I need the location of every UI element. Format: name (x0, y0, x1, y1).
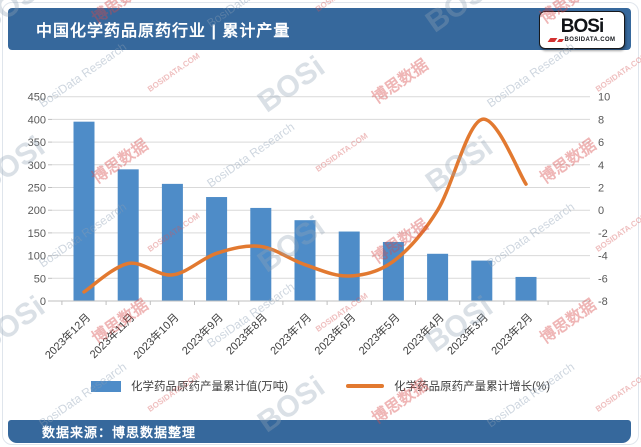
category-label: 2023年12月 (42, 310, 93, 361)
category-labels: 2023年12月2023年11月2023年10月2023年9月2023年8月20… (42, 310, 535, 361)
legend-bar-swatch (90, 380, 121, 392)
svg-text:-8: -8 (598, 296, 608, 308)
legend-line-label: 化学药品原药产量累计增长(%) (394, 381, 551, 393)
svg-text:0: 0 (598, 205, 604, 217)
svg-text:150: 150 (28, 228, 46, 240)
svg-text:300: 300 (28, 160, 46, 172)
svg-text:4: 4 (598, 160, 604, 172)
footer-bar: 数据来源：博思数据整理 (8, 420, 631, 443)
category-label: 2023年8月 (223, 310, 270, 357)
bar (515, 276, 537, 301)
category-label: 2023年5月 (355, 310, 402, 357)
svg-text:100: 100 (28, 251, 46, 263)
header-bar: 中国化学药品原药行业 | 累计产量 BOSi BOSIDATA.COM (8, 8, 631, 50)
category-label: 2023年4月 (400, 310, 447, 357)
svg-text:6: 6 (598, 137, 604, 149)
svg-text:350: 350 (28, 137, 46, 149)
bosi-logo-domain: BOSIDATA.COM (564, 37, 616, 43)
combo-chart: 450 400 350 300 250 200 150 100 50 0 10 8 6 4 2 0 -2 -4 -6… (28, 92, 611, 362)
data-source-text: 数据来源：博思数据整理 (42, 425, 197, 440)
svg-text:-2: -2 (598, 228, 608, 240)
legend-line-swatch (346, 384, 385, 388)
bar (250, 207, 272, 301)
y-axis-right: 10 8 6 4 2 0 -2 -4 -6 -8 (598, 92, 610, 308)
svg-text:250: 250 (28, 183, 46, 195)
page-title: 中国化学药品原药行业 | 累计产量 (36, 23, 291, 40)
y-axis-left: 450 400 350 300 250 200 150 100 50 0 (28, 92, 52, 308)
legend-bar-label: 化学药品原药产量累计值(万吨) (130, 381, 289, 393)
bars-series (73, 121, 537, 301)
category-label: 2023年7月 (267, 310, 314, 357)
svg-text:-4: -4 (598, 251, 608, 263)
svg-text:400: 400 (28, 114, 46, 126)
bosi-logo: BOSi BOSIDATA.COM (539, 11, 625, 49)
bar (117, 169, 139, 301)
svg-text:200: 200 (28, 205, 46, 217)
category-label: 2023年9月 (179, 310, 226, 357)
svg-text:-6: -6 (598, 273, 608, 285)
category-label: 2023年10月 (130, 310, 181, 361)
logo-chevron-icon (556, 38, 564, 42)
legend: 化学药品原药产量累计值(万吨) 化学药品原药产量累计增长(%) (0, 378, 641, 394)
x-axis (52, 300, 590, 305)
svg-text:0: 0 (40, 296, 46, 308)
bar (73, 121, 95, 301)
category-label: 2023年6月 (311, 310, 358, 357)
svg-text:10: 10 (598, 92, 610, 104)
growth-line (82, 117, 528, 294)
bar (338, 231, 360, 301)
gridlines (52, 96, 590, 279)
bar (294, 220, 316, 301)
logo-chevron-icon (547, 38, 557, 42)
svg-text:50: 50 (34, 273, 46, 285)
bar (206, 197, 228, 301)
svg-text:8: 8 (598, 114, 604, 126)
category-label: 2023年3月 (444, 310, 491, 357)
svg-text:2: 2 (598, 183, 604, 195)
bar (382, 241, 404, 301)
category-label: 2023年11月 (86, 310, 137, 361)
bar (161, 183, 183, 301)
svg-text:450: 450 (28, 92, 46, 104)
category-label: 2023年2月 (488, 310, 535, 357)
bar (427, 253, 449, 301)
bar (471, 260, 493, 301)
bosi-logo-text: BOSi (560, 16, 604, 37)
